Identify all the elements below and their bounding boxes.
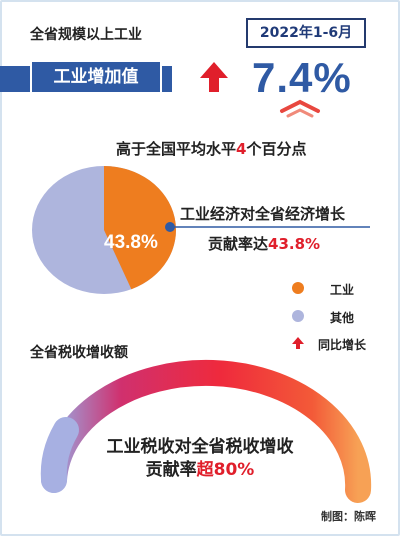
contribution-value: 43.8% — [268, 235, 321, 253]
tax-contribution-line-2: 贡献率超80% — [0, 455, 400, 480]
contribution-line-1: 工业经济对全省经济增长 — [180, 205, 346, 223]
credit-text: 制图：陈晖 — [321, 510, 376, 523]
pie-slice-industry — [104, 166, 177, 290]
chevron-up-icon-small — [286, 108, 314, 118]
comparison-prefix: 高于全国平均水平 — [116, 140, 237, 158]
tax-arc-start-segment — [40, 417, 79, 493]
comparison-text: 高于全国平均水平4个百分点 — [116, 138, 306, 159]
growth-value: 7.4% — [252, 54, 352, 101]
legend-dot-industry — [292, 282, 304, 294]
tax-contribution-line-1: 工业税收对全省税收增收 — [106, 437, 294, 457]
legend-label-growth: 同比增长 — [318, 338, 367, 352]
legend-label-other: 其他 — [330, 311, 355, 325]
pie-data-label: 43.8% — [104, 232, 158, 253]
contribution-prefix: 贡献率达 — [208, 235, 269, 253]
comparison-suffix: 个百分点 — [246, 140, 307, 158]
contribution-line-2: 贡献率达43.8% — [208, 233, 320, 254]
comparison-number: 4 — [236, 140, 247, 158]
tax-section-title: 全省税收增收额 — [30, 345, 128, 361]
indicator-label: 工业增加值 — [30, 60, 162, 94]
period-badge: 2022年1-6月 — [246, 18, 366, 48]
growth-up-arrow-icon — [200, 62, 228, 92]
page-title: 全省规模以上工业 — [30, 27, 142, 43]
tax-contribution-value: 超80% — [196, 460, 255, 480]
chevron-up-icon — [280, 99, 320, 113]
pie-chart — [32, 166, 177, 294]
tax-contribution-prefix: 贡献率 — [145, 460, 197, 480]
leader-dot — [165, 222, 175, 232]
legend-dot-other — [292, 310, 304, 322]
legend-label-industry: 工业 — [330, 283, 355, 297]
legend-up-arrow-icon — [292, 337, 304, 349]
